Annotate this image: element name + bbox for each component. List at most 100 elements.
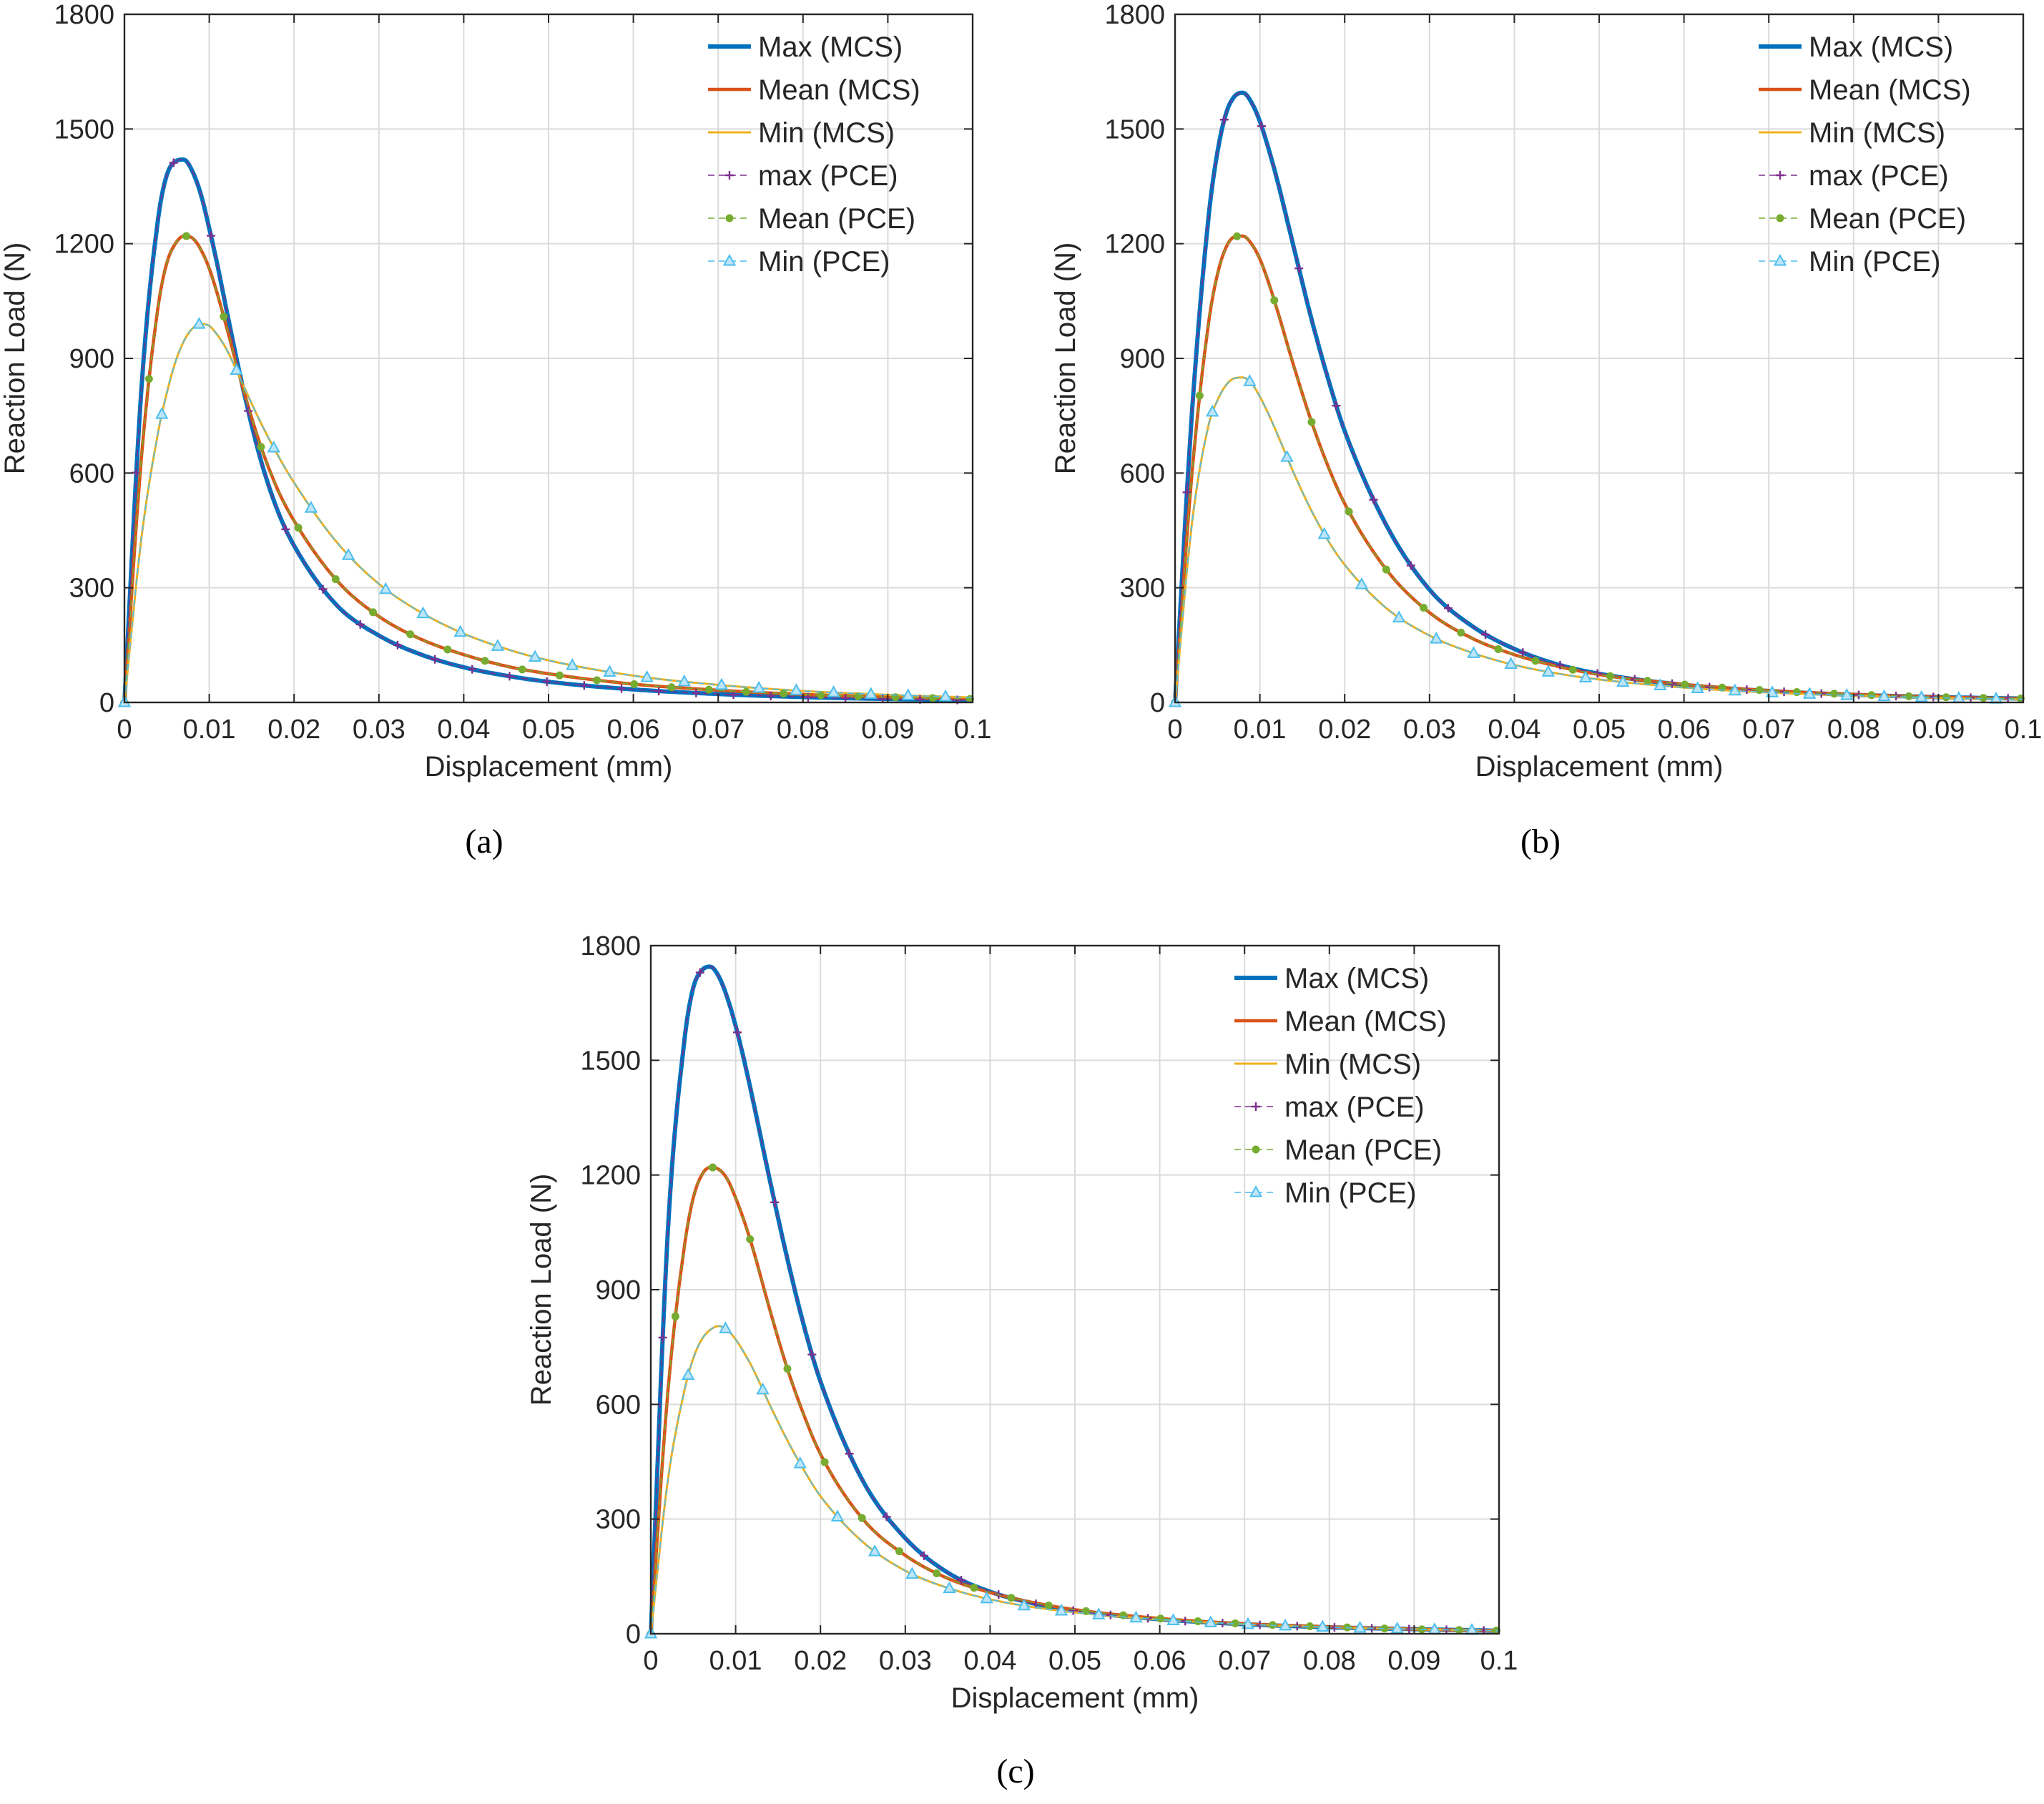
series-point xyxy=(1430,632,1443,644)
series-point xyxy=(267,440,280,453)
legend-label: Mean (PCE) xyxy=(1809,203,1966,235)
series-point xyxy=(766,692,775,701)
x-tick-label: 0.05 xyxy=(1048,1646,1101,1676)
series-point xyxy=(1830,690,1839,698)
series-point xyxy=(854,692,863,700)
series-point xyxy=(566,658,579,670)
legend-label: Min (PCE) xyxy=(1809,246,1940,278)
legend-label: max (PCE) xyxy=(1284,1092,1425,1123)
x-tick-label: 0.01 xyxy=(183,715,236,745)
series-point xyxy=(1681,680,1689,689)
series-point xyxy=(681,1368,695,1381)
x-tick-label: 0 xyxy=(117,715,132,745)
series-point xyxy=(1280,450,1294,462)
panel-caption: (b) xyxy=(1520,823,1561,861)
series-point xyxy=(542,677,551,686)
series-point xyxy=(281,524,290,534)
legend-label: Min (PCE) xyxy=(758,246,890,278)
series-point xyxy=(1092,1607,1106,1619)
series-point xyxy=(294,524,303,532)
series-point xyxy=(1643,677,1652,685)
series-point xyxy=(704,685,713,694)
panel-caption: (a) xyxy=(465,823,503,861)
series-point xyxy=(1905,692,1913,700)
panel-caption: (c) xyxy=(996,1752,1034,1790)
series-point xyxy=(230,363,243,375)
y-tick-label: 600 xyxy=(596,1390,641,1420)
series-point xyxy=(355,619,365,629)
x-tick-label: 0.07 xyxy=(1742,715,1795,745)
series-point xyxy=(770,1197,780,1207)
legend-marker xyxy=(1249,1185,1263,1197)
legend-label: max (PCE) xyxy=(1809,160,1949,192)
series-point xyxy=(1915,690,1928,702)
series-point xyxy=(882,1512,891,1521)
y-axis-label: Reaction Load (N) xyxy=(0,242,31,475)
legend-label: Min (MCS) xyxy=(1809,117,1945,149)
series-point xyxy=(593,676,601,685)
series-point xyxy=(331,575,340,584)
series-point xyxy=(393,640,402,649)
series-point xyxy=(746,1235,755,1243)
series-point xyxy=(1531,657,1540,665)
series-point xyxy=(1243,374,1257,386)
series-point xyxy=(671,1312,679,1320)
x-tick-label: 0.02 xyxy=(267,715,320,745)
series-point xyxy=(1017,1598,1031,1611)
x-tick-label: 0.04 xyxy=(1488,715,1541,745)
legend-label: Mean (MCS) xyxy=(1809,74,1971,106)
series-point xyxy=(1317,526,1331,539)
legend-marker xyxy=(1252,1102,1260,1111)
series-point xyxy=(1877,689,1891,702)
series-point xyxy=(658,1333,667,1342)
series-point xyxy=(938,689,953,702)
legend-item: Min (PCE) xyxy=(1759,246,1940,278)
series-point xyxy=(793,1456,807,1469)
series-point xyxy=(1044,1601,1053,1609)
series-point xyxy=(1382,565,1390,574)
y-tick-label: 0 xyxy=(626,1619,641,1649)
series-point xyxy=(752,680,766,693)
series-min-pce xyxy=(644,1321,1499,1639)
series-point xyxy=(695,968,704,977)
series-point xyxy=(603,665,616,677)
series-point xyxy=(630,680,639,688)
y-tick-label: 300 xyxy=(69,574,114,604)
legend-item: max (PCE) xyxy=(1234,1092,1425,1123)
legend-label: Max (MCS) xyxy=(1284,963,1429,994)
series-point xyxy=(1205,404,1219,417)
x-tick-label: 0.02 xyxy=(794,1646,847,1676)
chart-panel-a: 0 0.01 0.02 0.03 0.04 0.05 0.06 0.07 0.08 0.09 0.1… xyxy=(0,0,991,861)
series-point xyxy=(1979,694,1988,702)
x-tick-label: 0.03 xyxy=(353,715,406,745)
chart-panel-b: 0 0.01 0.02 0.03 0.04 0.05 0.06 0.07 0.08 0.09 0.1… xyxy=(1050,0,2042,861)
series-point xyxy=(719,1321,732,1333)
series-point xyxy=(1568,665,1577,674)
series-min-pce xyxy=(1168,374,2023,707)
x-tick-label: 0.06 xyxy=(1134,1646,1186,1676)
series-point xyxy=(144,375,153,383)
series-point xyxy=(864,687,878,699)
series-point xyxy=(192,317,206,329)
series-point xyxy=(1054,1603,1068,1616)
x-tick-label: 0.1 xyxy=(954,715,992,745)
series-point xyxy=(1316,1619,1330,1632)
series-point xyxy=(817,691,825,700)
series-point xyxy=(579,681,589,690)
legend-label: Mean (PCE) xyxy=(758,203,915,235)
y-tick-label: 1200 xyxy=(580,1161,641,1191)
legend-label: Mean (MCS) xyxy=(758,74,920,106)
y-tick-label: 1800 xyxy=(1104,0,1165,30)
series-point xyxy=(443,645,452,654)
series-point xyxy=(1654,678,1667,690)
x-tick-label: 0.03 xyxy=(879,1646,932,1676)
x-tick-label: 0.08 xyxy=(1303,1646,1356,1676)
series-point xyxy=(1307,418,1316,426)
series-point xyxy=(1541,665,1556,677)
series-point xyxy=(220,312,228,320)
series-point xyxy=(1156,1614,1165,1623)
x-axis-label: Displacement (mm) xyxy=(951,1682,1199,1714)
series-point xyxy=(257,443,265,451)
x-tick-label: 0.01 xyxy=(709,1646,762,1676)
